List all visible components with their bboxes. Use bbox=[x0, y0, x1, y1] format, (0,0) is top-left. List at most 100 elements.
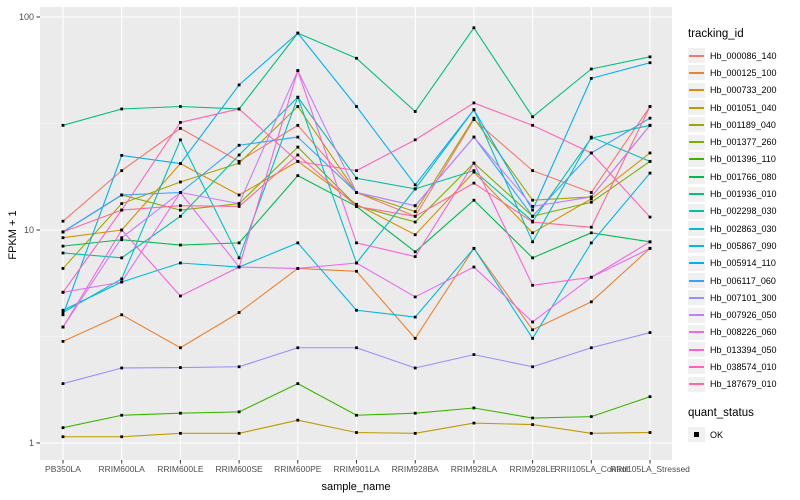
point-marker bbox=[61, 251, 65, 255]
legend-item-label: Hb_001377_260 bbox=[710, 137, 777, 148]
legend-key-line bbox=[689, 54, 704, 57]
point-marker bbox=[589, 191, 593, 194]
point-marker bbox=[648, 331, 652, 334]
point-marker bbox=[413, 366, 417, 370]
point-marker bbox=[355, 431, 358, 434]
point-marker bbox=[179, 162, 182, 165]
point-marker bbox=[589, 241, 593, 245]
point-marker bbox=[531, 336, 534, 340]
point-marker bbox=[648, 171, 652, 175]
y-tick-label: 1 bbox=[28, 438, 34, 448]
legend-key-line bbox=[689, 141, 704, 144]
legend-key-line bbox=[689, 331, 704, 334]
legend-key-box bbox=[688, 359, 705, 375]
point-marker bbox=[179, 126, 182, 130]
point-marker bbox=[589, 76, 593, 80]
legend-key-box bbox=[688, 342, 705, 358]
point-marker bbox=[589, 135, 593, 139]
legend-quant-status-block: quant_status OK bbox=[688, 407, 800, 443]
point-marker bbox=[355, 241, 358, 245]
point-marker bbox=[648, 61, 652, 65]
x-tick-label: PB350LA bbox=[45, 464, 81, 474]
point-marker bbox=[61, 236, 65, 240]
legend-item-label: Hb_005914_110 bbox=[710, 258, 776, 269]
point-marker bbox=[61, 435, 65, 439]
legend-item-label: Hb_001396_110 bbox=[710, 154, 776, 165]
legend-key-line bbox=[689, 227, 704, 230]
point-marker bbox=[237, 159, 241, 163]
point-marker bbox=[589, 151, 593, 155]
point-marker bbox=[179, 346, 182, 350]
legend-key-line bbox=[689, 193, 704, 196]
legend-item-Hb_000125_100: Hb_000125_100 bbox=[688, 64, 800, 81]
legend-item-label: Hb_001189_040 bbox=[710, 119, 776, 130]
point-marker bbox=[120, 228, 124, 232]
x-tick-label: RRIM600SE bbox=[215, 464, 263, 474]
point-marker bbox=[179, 214, 182, 218]
legend-key-box bbox=[688, 221, 705, 237]
point-marker bbox=[531, 240, 534, 244]
legend-item-ok: OK bbox=[688, 426, 800, 443]
point-marker bbox=[61, 219, 65, 223]
point-marker bbox=[531, 115, 534, 119]
legend-key-line bbox=[689, 262, 704, 265]
x-tick-label: RRIM928BA bbox=[391, 464, 439, 474]
point-marker bbox=[648, 55, 652, 59]
point-marker bbox=[589, 431, 593, 435]
point-marker bbox=[120, 366, 124, 370]
legend-key-box bbox=[688, 100, 705, 116]
point-marker bbox=[237, 202, 241, 206]
point-marker bbox=[589, 225, 593, 229]
point-marker bbox=[179, 208, 182, 212]
point-marker bbox=[237, 107, 241, 111]
point-marker bbox=[472, 406, 476, 410]
point-marker bbox=[472, 135, 476, 139]
point-marker bbox=[413, 336, 417, 340]
point-marker bbox=[179, 431, 182, 435]
point-marker bbox=[355, 202, 358, 206]
point-marker bbox=[179, 105, 182, 108]
legend-key-line bbox=[689, 365, 704, 368]
legend-key-line bbox=[689, 123, 704, 126]
x-tick-label: RRIM600PE bbox=[274, 464, 322, 474]
point-marker bbox=[648, 159, 652, 163]
ok-square-marker bbox=[694, 432, 699, 438]
x-tick-label: RRIM901LA bbox=[333, 464, 380, 474]
point-marker bbox=[179, 180, 182, 184]
point-marker bbox=[413, 183, 417, 187]
x-tick-label: RRIM600LE bbox=[157, 464, 204, 474]
legend-key-box bbox=[688, 48, 705, 64]
point-marker bbox=[413, 210, 417, 214]
point-marker bbox=[296, 69, 300, 73]
legend-item-Hb_000733_200: Hb_000733_200 bbox=[688, 82, 800, 99]
legend-item-label: Hb_002298_030 bbox=[710, 206, 777, 217]
legend-key-line bbox=[689, 175, 704, 178]
legend-key-box bbox=[688, 238, 705, 254]
point-marker bbox=[531, 283, 534, 287]
point-marker bbox=[355, 346, 358, 350]
point-marker bbox=[61, 339, 65, 343]
point-marker bbox=[296, 95, 300, 99]
x-tick-label: RRIM928LE bbox=[509, 464, 556, 474]
legend-key-box bbox=[688, 169, 705, 185]
point-marker bbox=[120, 193, 124, 197]
legend-key-line bbox=[689, 158, 704, 161]
point-marker bbox=[120, 107, 124, 111]
legend-key-box bbox=[688, 427, 705, 443]
point-marker bbox=[355, 261, 358, 265]
point-marker bbox=[472, 265, 476, 269]
point-marker bbox=[531, 214, 534, 218]
point-marker bbox=[413, 411, 417, 415]
point-marker bbox=[120, 313, 124, 317]
point-marker bbox=[413, 295, 417, 299]
legend-item-label: Hb_001766_080 bbox=[710, 171, 777, 182]
legend-item-label: Hb_013394_050 bbox=[710, 344, 777, 355]
point-marker bbox=[472, 246, 476, 250]
point-marker bbox=[472, 161, 476, 165]
point-marker bbox=[355, 105, 358, 108]
point-marker bbox=[237, 365, 241, 369]
legend-item-Hb_001396_110: Hb_001396_110 bbox=[688, 151, 800, 168]
point-marker bbox=[179, 294, 182, 298]
point-marker bbox=[589, 275, 593, 279]
